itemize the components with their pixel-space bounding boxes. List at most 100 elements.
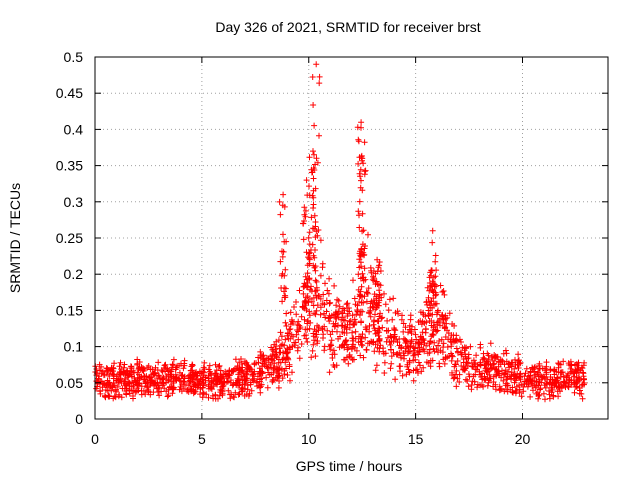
data-point	[164, 393, 171, 400]
data-point	[547, 376, 554, 383]
data-point	[458, 339, 464, 345]
data-point	[355, 138, 362, 145]
data-point	[390, 295, 397, 302]
data-point	[170, 386, 177, 393]
data-point	[343, 301, 350, 308]
data-point	[338, 343, 345, 350]
data-point	[517, 359, 524, 366]
data-point	[368, 298, 375, 305]
data-point	[300, 236, 307, 243]
data-point	[156, 392, 163, 399]
data-point	[359, 210, 366, 217]
data-point	[308, 354, 315, 361]
x-tick-label: 15	[408, 431, 424, 447]
y-tick-label: 0.35	[56, 158, 83, 174]
data-point	[432, 273, 439, 280]
data-point	[346, 353, 353, 360]
data-point	[427, 283, 434, 290]
data-point	[378, 294, 385, 301]
data-point	[277, 359, 284, 366]
data-point	[361, 139, 368, 146]
data-point	[430, 301, 437, 308]
data-point	[525, 373, 532, 380]
data-point	[98, 363, 105, 370]
y-tick-label: 0.1	[64, 339, 84, 355]
data-point	[423, 359, 430, 366]
data-point	[284, 372, 291, 378]
data-point	[403, 345, 409, 352]
data-point	[340, 356, 347, 363]
data-point	[423, 342, 430, 349]
data-point	[128, 365, 135, 372]
data-point	[438, 336, 445, 343]
data-point	[328, 312, 335, 319]
data-point	[383, 328, 390, 334]
data-point	[235, 391, 242, 398]
data-point	[302, 213, 309, 220]
data-point	[410, 344, 417, 351]
data-point	[301, 316, 308, 323]
data-point	[383, 338, 390, 345]
data-point	[134, 356, 141, 363]
data-point	[356, 212, 362, 219]
data-point	[311, 212, 318, 219]
data-point	[419, 329, 426, 336]
data-point	[347, 317, 354, 324]
data-point	[445, 336, 452, 343]
x-tick-label: 20	[515, 431, 531, 447]
data-point	[116, 363, 123, 370]
data-point	[391, 331, 398, 338]
data-point	[282, 319, 289, 326]
data-point	[441, 291, 448, 298]
data-point	[578, 390, 585, 397]
data-point	[359, 274, 366, 281]
data-point	[309, 241, 316, 248]
data-point	[336, 303, 343, 310]
data-point	[358, 299, 365, 306]
data-point	[287, 377, 293, 384]
data-point	[468, 382, 475, 388]
data-point	[123, 390, 129, 397]
data-point	[325, 315, 332, 322]
data-point	[304, 280, 311, 286]
data-point	[113, 373, 120, 380]
data-point	[429, 227, 436, 234]
data-point	[230, 381, 237, 388]
data-point	[361, 265, 368, 272]
data-point	[305, 275, 312, 282]
data-point	[418, 368, 425, 375]
data-point	[556, 361, 562, 368]
data-point	[177, 378, 184, 384]
data-point	[127, 368, 134, 375]
data-point	[349, 312, 356, 319]
data-point	[376, 262, 383, 269]
data-point	[131, 369, 138, 376]
data-point	[362, 334, 369, 341]
data-point	[310, 201, 317, 208]
data-point	[117, 375, 124, 382]
data-point	[524, 383, 531, 390]
data-point	[275, 384, 282, 391]
data-point	[283, 323, 290, 329]
data-point	[149, 378, 156, 385]
data-point	[474, 366, 480, 373]
data-point	[396, 363, 403, 370]
data-point	[522, 370, 529, 377]
data-point	[206, 368, 213, 375]
data-point	[276, 372, 283, 379]
data-point	[580, 373, 587, 380]
data-point	[388, 346, 394, 353]
data-point	[138, 383, 145, 390]
data-point	[322, 314, 329, 321]
data-point	[151, 382, 158, 389]
data-point	[239, 384, 246, 391]
data-point	[298, 313, 305, 320]
data-point	[417, 309, 424, 316]
data-point	[222, 368, 229, 375]
data-point	[197, 386, 204, 392]
data-point	[464, 360, 471, 367]
data-point	[205, 385, 212, 392]
data-point	[415, 359, 422, 366]
data-point	[299, 303, 306, 310]
data-point	[312, 311, 319, 318]
